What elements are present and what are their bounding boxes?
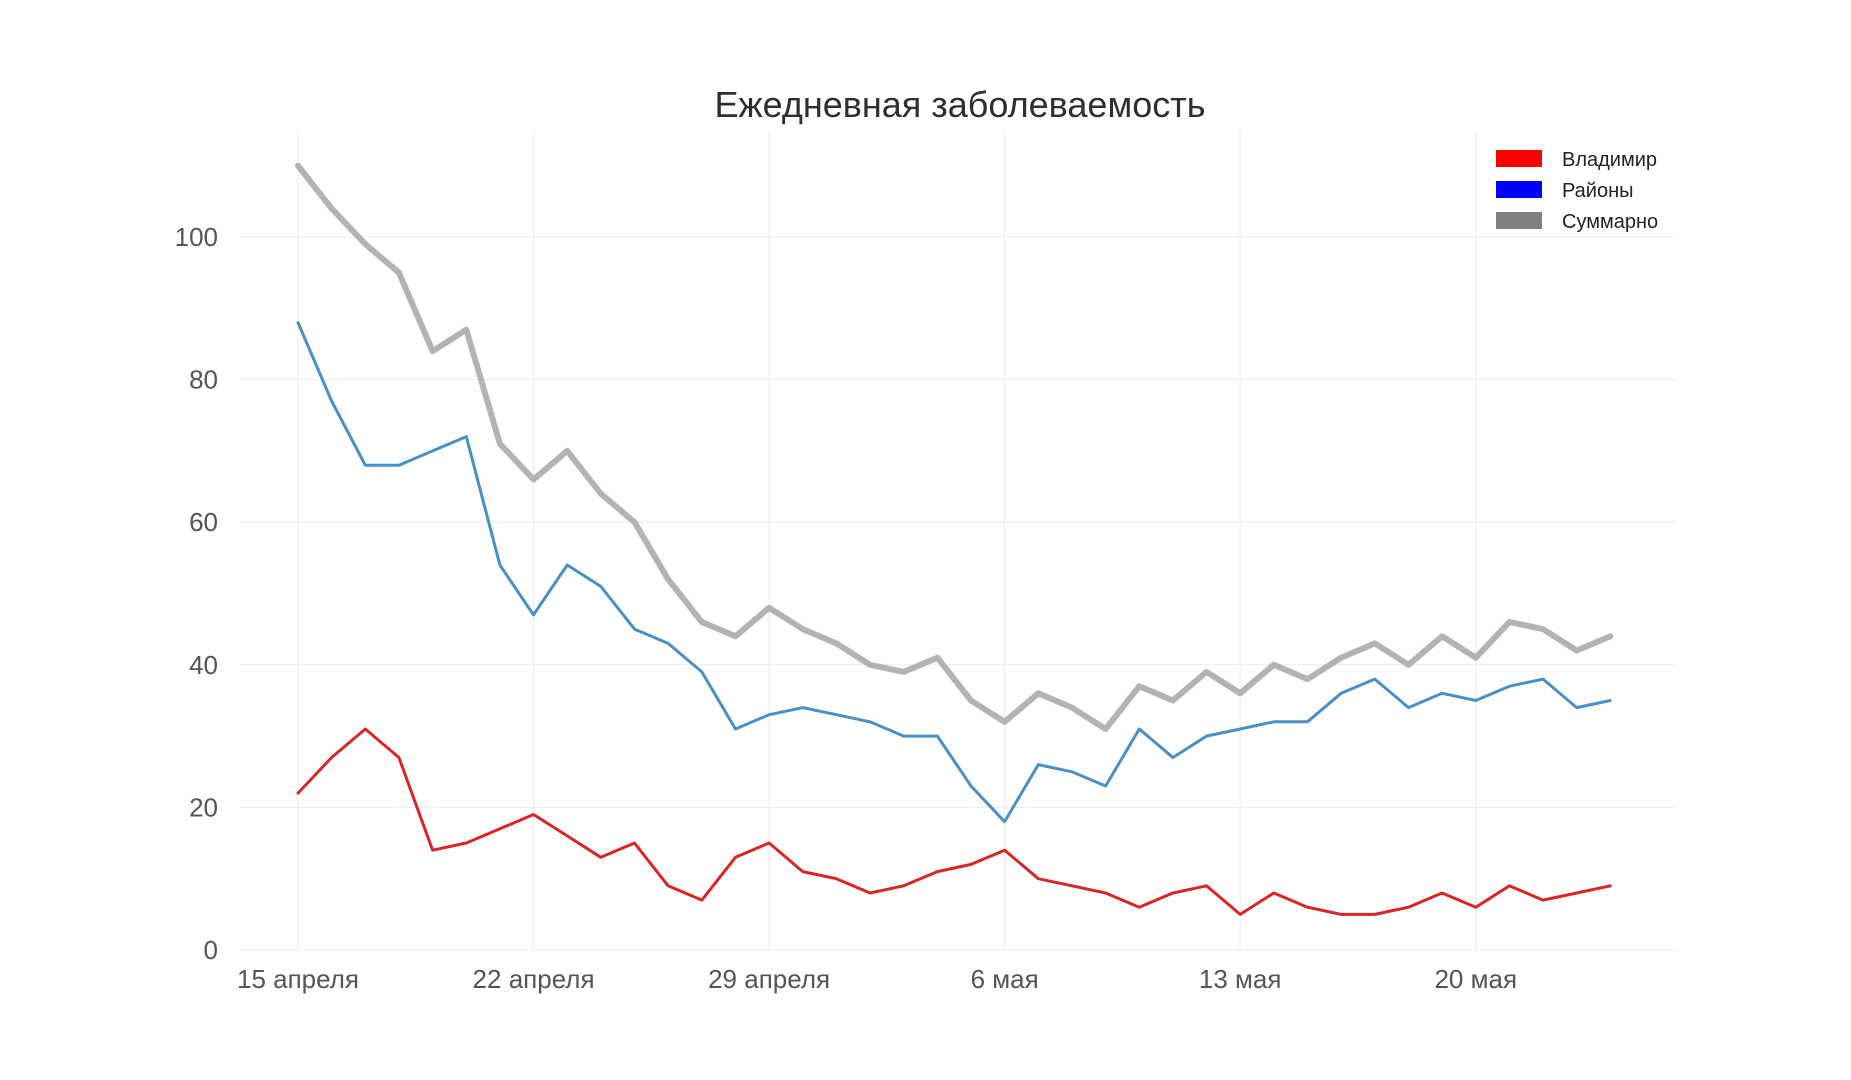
legend-swatch-total — [1496, 212, 1542, 229]
series-lines — [295, 162, 1614, 916]
x-tick-label: 22 апреля — [473, 964, 595, 994]
series-line-total — [295, 162, 1614, 732]
chart-title: Ежедневная заболеваемость — [715, 84, 1206, 125]
legend: Владимир Районы Суммарно — [1496, 149, 1658, 233]
x-axis-ticks: 15 апреля 22 апреля 29 апреля 6 мая 13 мая 20… — [237, 964, 1517, 994]
legend-swatch-vladimir — [1496, 150, 1542, 167]
y-tick-label: 80 — [189, 365, 218, 395]
y-tick-label: 100 — [175, 222, 218, 252]
y-tick-label: 40 — [189, 650, 218, 680]
x-tick-label: 6 мая — [971, 964, 1039, 994]
legend-label-districts: Районы — [1562, 180, 1634, 202]
x-tick-label: 13 мая — [1199, 964, 1282, 994]
y-tick-label: 0 — [204, 935, 218, 965]
y-tick-label: 60 — [189, 507, 218, 537]
y-axis-ticks: 0 20 40 60 80 100 — [175, 222, 218, 965]
grid — [240, 130, 1677, 951]
legend-swatch-districts — [1496, 181, 1542, 198]
y-tick-label: 20 — [189, 792, 218, 822]
series-line-vladimir — [296, 727, 1612, 916]
legend-label-vladimir: Владимир — [1562, 149, 1657, 171]
series-line-districts — [296, 321, 1612, 824]
legend-label-total: Суммарно — [1562, 211, 1658, 233]
x-tick-label: 29 апреля — [708, 964, 830, 994]
x-tick-label: 15 апреля — [237, 964, 359, 994]
x-tick-label: 20 мая — [1434, 964, 1517, 994]
